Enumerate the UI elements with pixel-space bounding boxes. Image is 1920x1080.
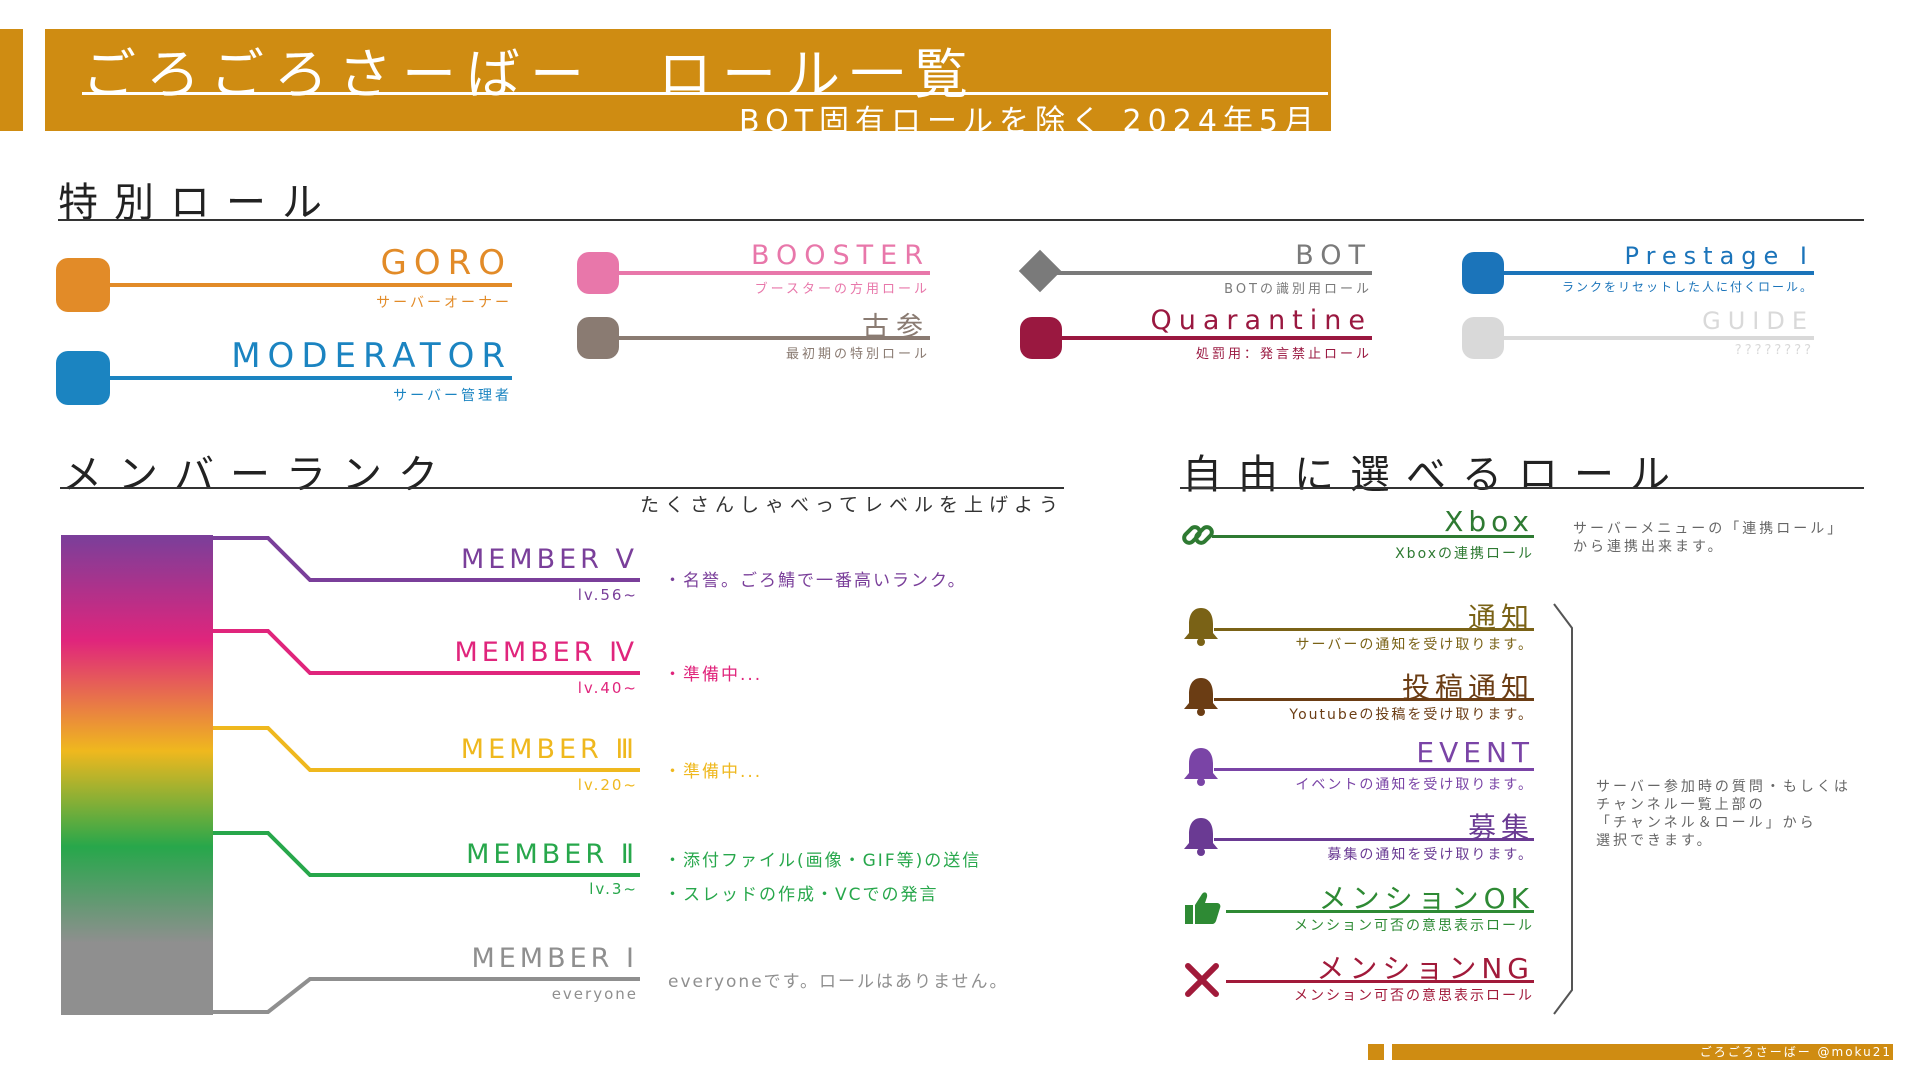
rank-line-4 bbox=[213, 629, 640, 675]
role-desc: Xboxの連携ロール bbox=[1395, 546, 1534, 562]
role-desc: 募集の通知を受け取ります。 bbox=[1327, 847, 1534, 863]
free-roles-divider bbox=[1180, 487, 1864, 489]
role-line bbox=[610, 336, 930, 340]
role-desc: ブースターの方用ロール bbox=[754, 282, 930, 297]
rank-level: lv.56~ bbox=[577, 586, 638, 604]
cross-icon bbox=[1185, 963, 1219, 997]
role-name: BOT bbox=[1295, 240, 1372, 271]
rank-line-1 bbox=[213, 977, 640, 1014]
link-icon bbox=[1182, 525, 1214, 545]
rank-level: lv.3~ bbox=[589, 880, 638, 898]
footer-credit: ごろごろさーばー @moku21 bbox=[1699, 1045, 1892, 1059]
rank-note: ・添付ファイル(画像・GIF等)の送信 bbox=[664, 851, 982, 871]
header-divider bbox=[82, 92, 1328, 95]
bell-icon bbox=[1184, 818, 1218, 856]
role-line bbox=[1214, 838, 1534, 841]
header-accent-bar bbox=[0, 29, 23, 131]
bell-icon bbox=[1184, 608, 1218, 646]
note-line: 選択できます。 bbox=[1596, 833, 1714, 849]
role-line bbox=[1052, 336, 1372, 340]
rank-note: everyoneです。ロールはありません。 bbox=[668, 972, 1009, 992]
role-name: 募集 bbox=[1467, 811, 1534, 844]
role-line bbox=[1226, 910, 1534, 913]
special-roles-heading: 特別ロール bbox=[58, 180, 338, 226]
page-title: ごろごろさーばー ロール一覧 bbox=[82, 43, 978, 106]
rank-name: MEMBER Ⅰ bbox=[471, 943, 638, 974]
role-line bbox=[610, 271, 930, 275]
rank-level: lv.20~ bbox=[577, 776, 638, 794]
role-desc: メンション可否の意思表示ロール bbox=[1294, 988, 1534, 1004]
member-rank-divider bbox=[60, 487, 1064, 489]
rank-line-5 bbox=[213, 536, 640, 582]
role-line bbox=[1214, 768, 1534, 771]
rank-name: MEMBER Ⅳ bbox=[454, 637, 638, 668]
footer-square bbox=[1368, 1044, 1384, 1060]
rank-note: ・準備中... bbox=[664, 762, 763, 782]
role-name: Quarantine bbox=[1150, 305, 1372, 336]
role-name: GORO bbox=[380, 243, 512, 283]
footer-bar bbox=[1392, 1044, 1893, 1060]
rank-line-3 bbox=[213, 726, 640, 772]
role-name: 投稿通知 bbox=[1401, 671, 1534, 704]
role-line bbox=[1494, 271, 1814, 275]
role-name: GUIDE bbox=[1702, 307, 1814, 335]
note-line: チャンネル一覧上部の bbox=[1596, 797, 1766, 813]
rank-note: ・名誉。ごろ鯖で一番高いランク。 bbox=[664, 571, 967, 591]
rank-line-2 bbox=[213, 831, 640, 877]
member-rank-heading: メンバーランク bbox=[62, 452, 454, 498]
role-desc: サーバー管理者 bbox=[393, 388, 512, 404]
rank-note: ・準備中... bbox=[664, 665, 763, 685]
role-desc: ランクをリセットした人に付くロール。 bbox=[1561, 280, 1814, 294]
role-name: 通知 bbox=[1467, 601, 1534, 634]
thumbs-up-icon bbox=[1185, 892, 1221, 924]
page-subtitle: BOT固有ロールを除く 2024年5月 bbox=[739, 104, 1320, 139]
xbox-note: サーバーメニューの「連携ロール」 から連携出来ます。 bbox=[1573, 520, 1844, 556]
role-desc: Youtubeの投稿を受け取ります。 bbox=[1289, 707, 1534, 723]
rank-name: MEMBER Ⅲ bbox=[460, 734, 638, 765]
role-desc: 処罰用：発言禁止ロール bbox=[1195, 347, 1372, 362]
role-name: EVENT bbox=[1416, 736, 1534, 769]
roles-bracket bbox=[1553, 603, 1573, 1015]
free-roles-note: サーバー参加時の質問・もしくは チャンネル一覧上部の 「チャンネル＆ロール」から… bbox=[1596, 778, 1851, 850]
note-line: サーバー参加時の質問・もしくは bbox=[1596, 779, 1851, 795]
role-name: Xbox bbox=[1444, 505, 1534, 538]
role-desc: イベントの通知を受け取ります。 bbox=[1295, 777, 1534, 793]
member-rank-caption: たくさんしゃべってレベルを上げよう bbox=[639, 494, 1064, 516]
rank-name: MEMBER Ⅴ bbox=[460, 544, 638, 575]
note-line: サーバーメニューの「連携ロール」 bbox=[1573, 521, 1845, 537]
special-roles-divider bbox=[58, 219, 1864, 221]
rank-level: lv.40~ bbox=[577, 679, 638, 697]
role-line bbox=[1050, 271, 1372, 275]
role-line bbox=[100, 376, 512, 380]
role-name: Prestage Ⅰ bbox=[1624, 242, 1814, 270]
role-name: メンションNG bbox=[1316, 952, 1534, 985]
header-banner bbox=[45, 29, 1331, 131]
role-line bbox=[1494, 336, 1814, 340]
role-name: BOOSTER bbox=[750, 240, 930, 271]
role-desc: サーバーの通知を受け取ります。 bbox=[1295, 637, 1534, 653]
role-line bbox=[1214, 698, 1534, 701]
role-line bbox=[1226, 980, 1534, 983]
bell-icon bbox=[1184, 748, 1218, 786]
rank-note: ・スレッドの作成・VCでの発言 bbox=[664, 885, 939, 905]
role-desc: BOTの識別用ロール bbox=[1224, 282, 1372, 297]
role-line bbox=[100, 283, 512, 287]
role-desc: メンション可否の意思表示ロール bbox=[1294, 918, 1534, 934]
role-line bbox=[1212, 535, 1534, 538]
bell-icon bbox=[1184, 678, 1218, 716]
rank-level: everyone bbox=[551, 985, 638, 1003]
role-desc: 最初期の特別ロール bbox=[785, 347, 930, 362]
role-name: メンションOK bbox=[1318, 882, 1534, 915]
rank-gradient-bar bbox=[61, 535, 213, 1015]
note-line: 「チャンネル＆ロール」から bbox=[1596, 815, 1817, 831]
role-name: 古参 bbox=[862, 312, 930, 343]
free-roles-heading: 自由に選べるロール bbox=[1182, 452, 1686, 498]
role-name: MODERATOR bbox=[231, 336, 512, 376]
note-line: から連携出来ます。 bbox=[1573, 539, 1725, 555]
role-line bbox=[1214, 628, 1534, 631]
role-desc: ???????? bbox=[1734, 343, 1814, 358]
role-desc: サーバーオーナー bbox=[376, 295, 512, 311]
rank-name: MEMBER Ⅱ bbox=[466, 839, 638, 870]
